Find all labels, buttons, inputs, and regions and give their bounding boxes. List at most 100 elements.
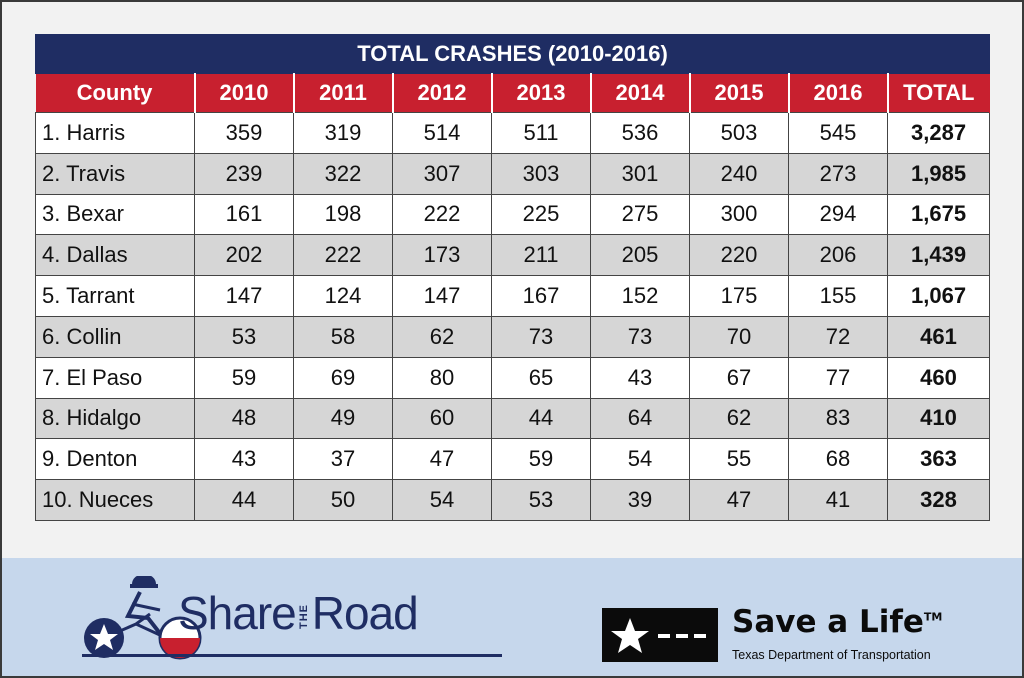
year-value-cell: 50 xyxy=(293,479,393,521)
table-row: 7. El Paso 59 69 80 65 43 67 77 460 xyxy=(35,356,991,399)
year-value-cell: 67 xyxy=(689,356,789,399)
the-word: THE xyxy=(297,604,310,630)
year-value-cell: 198 xyxy=(293,193,393,236)
total-cell: 1,985 xyxy=(886,152,991,195)
year-value-cell: 54 xyxy=(392,479,492,521)
year-value-cell: 167 xyxy=(491,275,591,317)
year-value-cell: 222 xyxy=(392,193,492,236)
table-row: 10. Nueces 44 50 54 53 39 47 41 328 xyxy=(35,479,991,521)
county-cell: 5. Tarrant xyxy=(35,275,195,317)
table-row: 9. Denton 43 37 47 59 54 55 68 363 xyxy=(35,438,991,481)
total-cell: 1,439 xyxy=(886,234,991,277)
year-value-cell: 54 xyxy=(590,438,690,481)
share-word: Share xyxy=(178,587,297,639)
year-value-cell: 301 xyxy=(590,152,690,195)
year-value-cell: 59 xyxy=(194,356,294,399)
year-value-cell: 300 xyxy=(689,193,789,236)
year-value-cell: 147 xyxy=(194,275,294,317)
total-cell: 1,675 xyxy=(886,193,991,236)
year-value-cell: 240 xyxy=(689,152,789,195)
save-a-life-text: Save a Life xyxy=(732,604,924,640)
county-cell: 2. Travis xyxy=(35,152,195,195)
texas-flag-icon xyxy=(602,608,718,662)
year-value-cell: 202 xyxy=(194,234,294,277)
year-value-cell: 44 xyxy=(194,479,294,521)
year-value-cell: 43 xyxy=(590,356,690,399)
total-cell: 328 xyxy=(886,479,991,521)
year-value-cell: 73 xyxy=(491,315,591,358)
table-title: TOTAL CRASHES (2010-2016) xyxy=(34,34,991,74)
year-value-cell: 48 xyxy=(194,397,294,440)
year-value-cell: 41 xyxy=(788,479,888,521)
year-value-cell: 155 xyxy=(788,275,888,317)
year-value-cell: 319 xyxy=(293,112,393,154)
year-value-cell: 152 xyxy=(590,275,690,317)
year-value-cell: 303 xyxy=(491,152,591,195)
year-value-cell: 205 xyxy=(590,234,690,277)
county-cell: 4. Dallas xyxy=(35,234,195,277)
header-year: 2013 xyxy=(491,73,592,113)
year-value-cell: 147 xyxy=(392,275,492,317)
year-value-cell: 47 xyxy=(392,438,492,481)
year-value-cell: 73 xyxy=(590,315,690,358)
year-value-cell: 39 xyxy=(590,479,690,521)
logo-underline xyxy=(82,654,502,657)
year-value-cell: 307 xyxy=(392,152,492,195)
year-value-cell: 511 xyxy=(491,112,591,154)
year-value-cell: 62 xyxy=(392,315,492,358)
year-value-cell: 322 xyxy=(293,152,393,195)
year-value-cell: 53 xyxy=(491,479,591,521)
table-row: 8. Hidalgo 48 49 60 44 64 62 83 410 xyxy=(35,397,991,440)
total-cell: 3,287 xyxy=(886,112,991,154)
year-value-cell: 173 xyxy=(392,234,492,277)
year-value-cell: 55 xyxy=(689,438,789,481)
year-value-cell: 514 xyxy=(392,112,492,154)
total-cell: 410 xyxy=(886,397,991,440)
header-year: 2014 xyxy=(590,73,691,113)
total-cell: 363 xyxy=(886,438,991,481)
year-value-cell: 545 xyxy=(788,112,888,154)
crash-table-container: TOTAL CRASHES (2010-2016) County 2010 2011… xyxy=(34,34,991,521)
year-value-cell: 44 xyxy=(491,397,591,440)
cyclist-icon xyxy=(84,576,202,660)
county-cell: 7. El Paso xyxy=(35,356,195,399)
table-row: 6. Collin 53 58 62 73 73 70 72 461 xyxy=(35,315,991,358)
year-value-cell: 503 xyxy=(689,112,789,154)
table-row: 4. Dallas 202 222 173 211 205 220 206 1,439 xyxy=(35,234,991,277)
save-a-life-title: Save a LifeTM xyxy=(732,604,942,640)
year-value-cell: 65 xyxy=(491,356,591,399)
year-value-cell: 359 xyxy=(194,112,294,154)
year-value-cell: 222 xyxy=(293,234,393,277)
year-value-cell: 53 xyxy=(194,315,294,358)
table-header-row: County 2010 2011 2012 2013 2014 2015 2016 TOTAL xyxy=(35,73,991,113)
year-value-cell: 175 xyxy=(689,275,789,317)
crash-table: TOTAL CRASHES (2010-2016) County 2010 2011… xyxy=(34,34,991,521)
year-value-cell: 70 xyxy=(689,315,789,358)
year-value-cell: 80 xyxy=(392,356,492,399)
county-cell: 1. Harris xyxy=(35,112,195,154)
year-value-cell: 58 xyxy=(293,315,393,358)
year-value-cell: 206 xyxy=(788,234,888,277)
trademark-mark: TM xyxy=(923,610,943,624)
total-cell: 461 xyxy=(886,315,991,358)
year-value-cell: 60 xyxy=(392,397,492,440)
year-value-cell: 275 xyxy=(590,193,690,236)
share-the-road-logo: Share THERoad xyxy=(178,586,419,640)
road-word: Road xyxy=(311,587,419,639)
header-year: 2010 xyxy=(194,73,295,113)
year-value-cell: 77 xyxy=(788,356,888,399)
year-value-cell: 43 xyxy=(194,438,294,481)
year-value-cell: 62 xyxy=(689,397,789,440)
county-cell: 9. Denton xyxy=(35,438,195,481)
txdot-subtitle: Texas Department of Transportation xyxy=(732,648,931,662)
county-cell: 3. Bexar xyxy=(35,193,195,236)
year-value-cell: 124 xyxy=(293,275,393,317)
county-cell: 10. Nueces xyxy=(35,479,195,521)
year-value-cell: 273 xyxy=(788,152,888,195)
year-value-cell: 225 xyxy=(491,193,591,236)
year-value-cell: 64 xyxy=(590,397,690,440)
table-row: 5. Tarrant 147 124 147 167 152 175 155 1,067 xyxy=(35,275,991,317)
header-county: County xyxy=(35,73,196,113)
year-value-cell: 68 xyxy=(788,438,888,481)
total-cell: 1,067 xyxy=(886,275,991,317)
